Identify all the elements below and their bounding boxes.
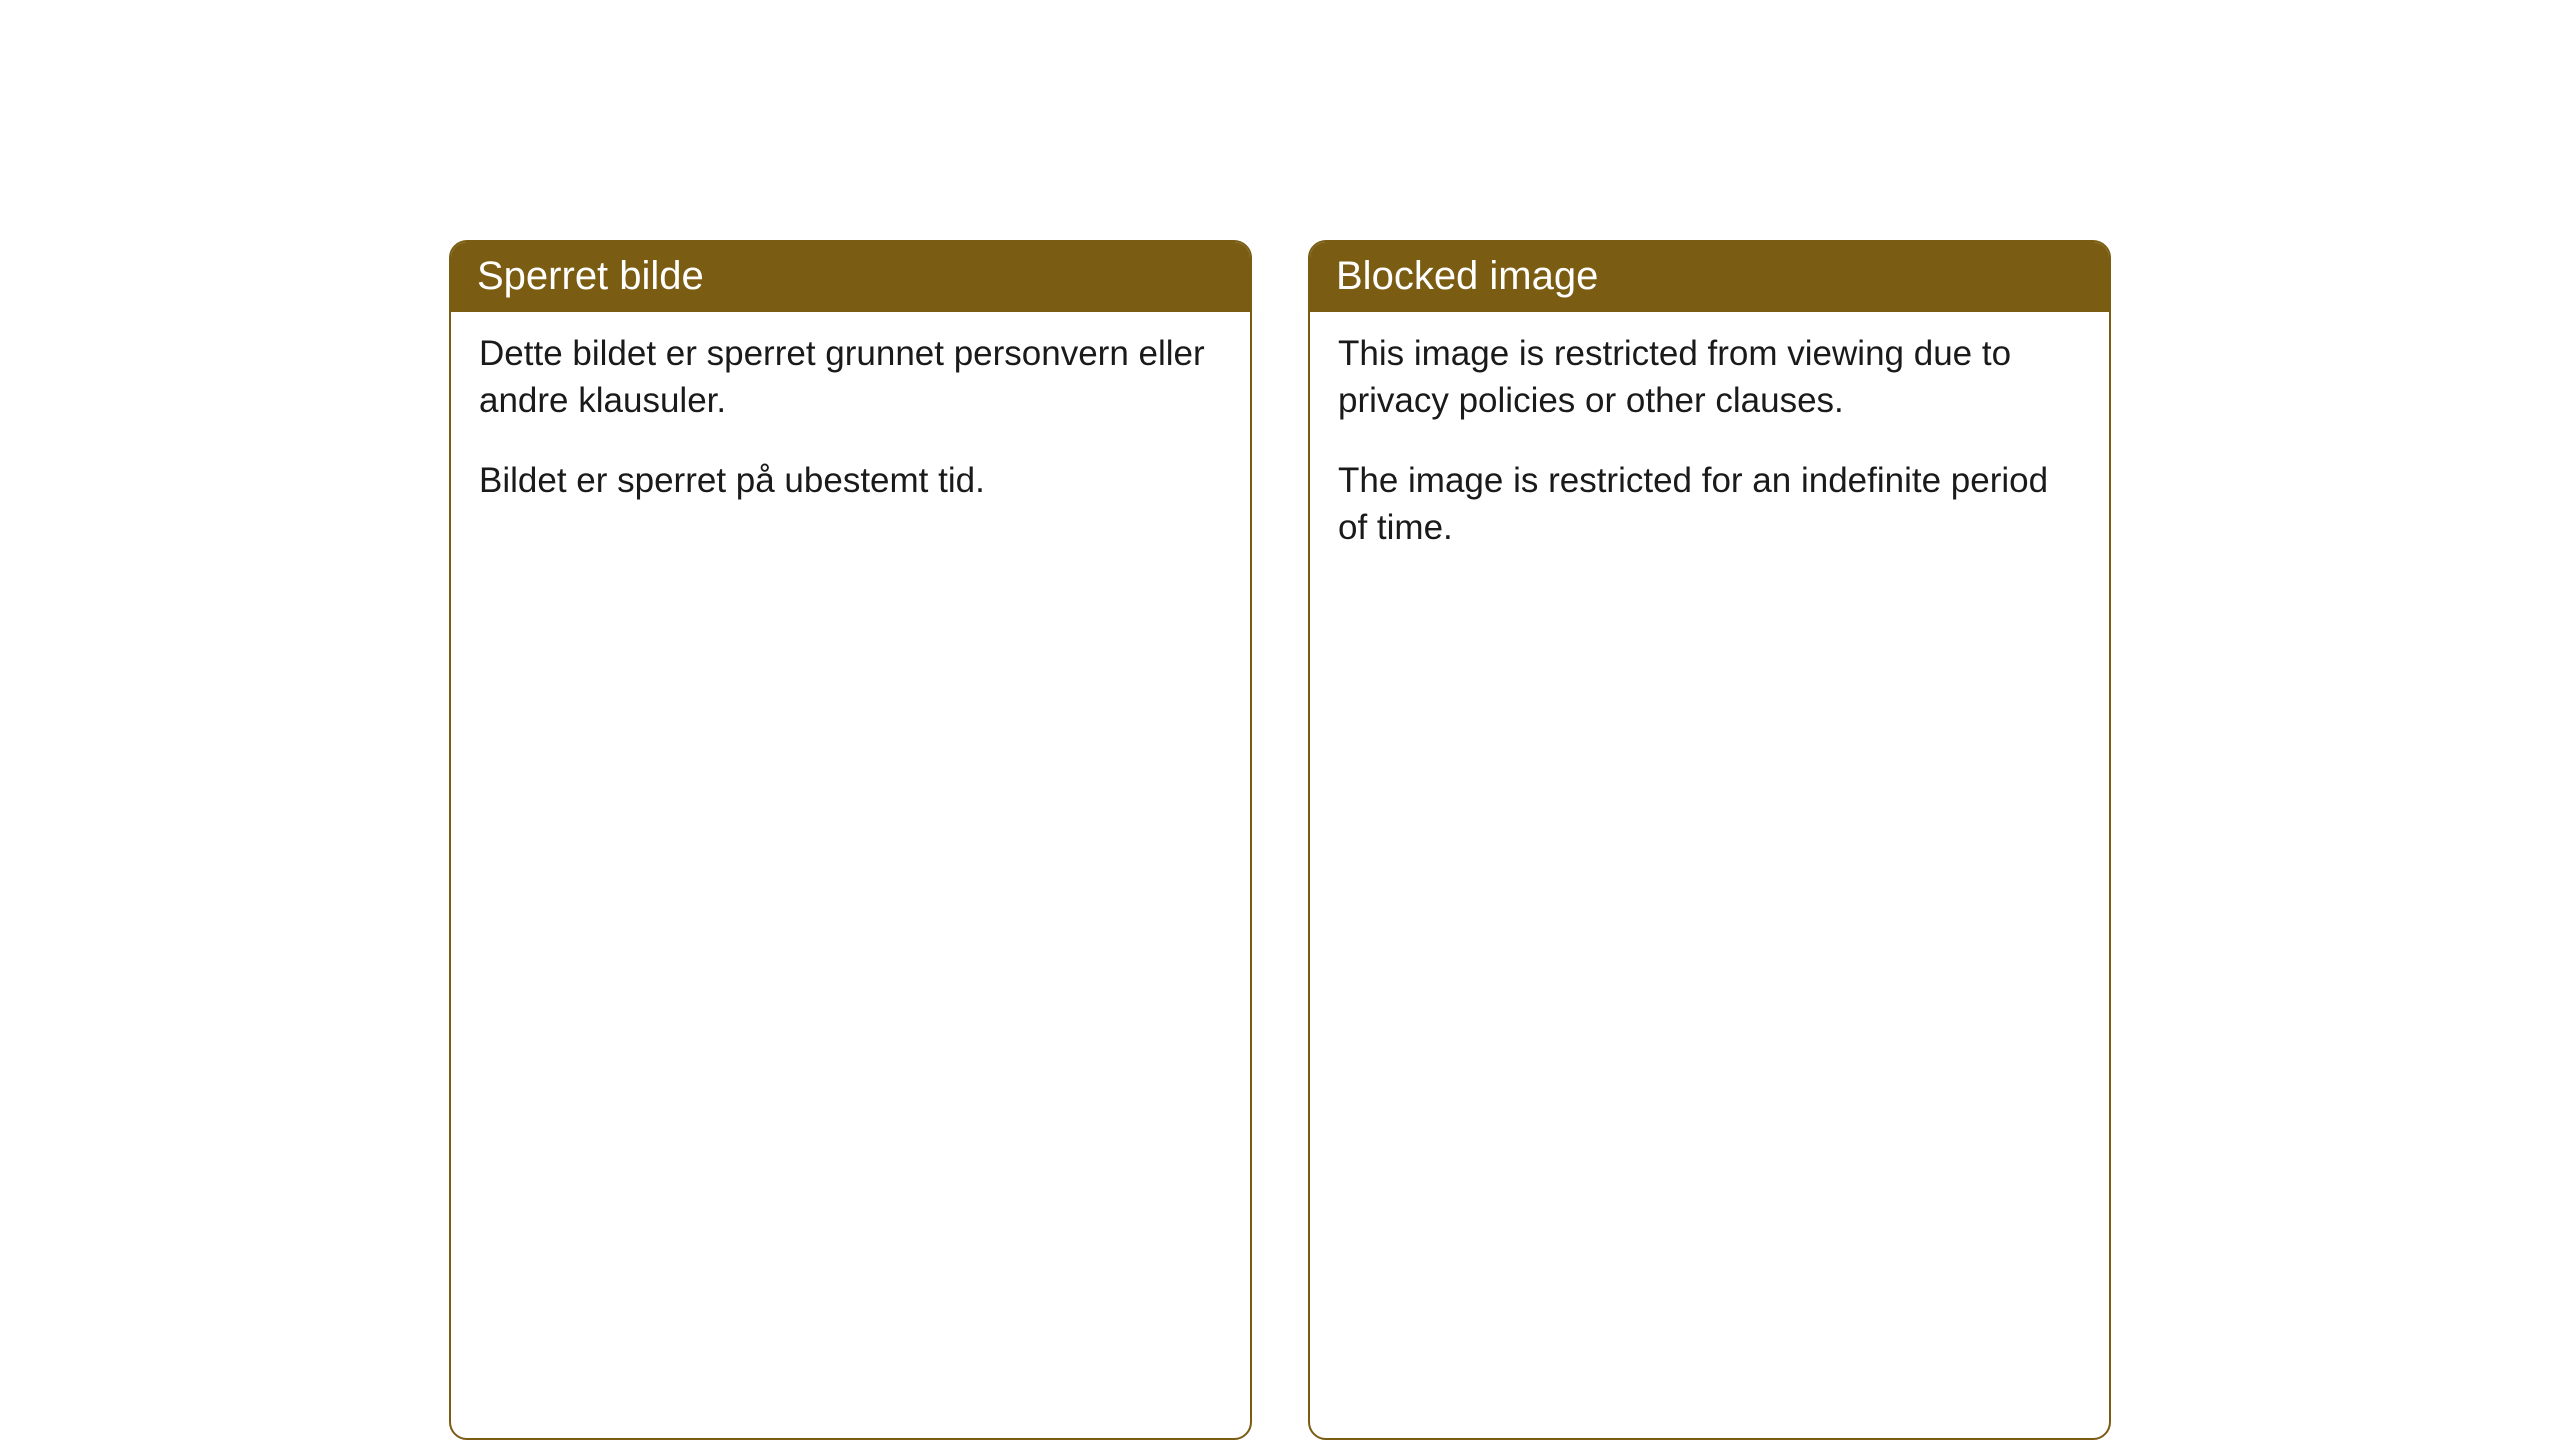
card-paragraph: The image is restricted for an indefinit… bbox=[1338, 457, 2081, 552]
card-title: Blocked image bbox=[1310, 242, 2109, 312]
card-paragraph: This image is restricted from viewing du… bbox=[1338, 330, 2081, 425]
card-paragraph: Bildet er sperret på ubestemt tid. bbox=[479, 457, 1222, 504]
notice-card-norwegian: Sperret bilde Dette bildet er sperret gr… bbox=[449, 240, 1252, 1440]
card-body: Dette bildet er sperret grunnet personve… bbox=[451, 312, 1250, 544]
card-body: This image is restricted from viewing du… bbox=[1310, 312, 2109, 591]
card-paragraph: Dette bildet er sperret grunnet personve… bbox=[479, 330, 1222, 425]
card-title: Sperret bilde bbox=[451, 242, 1250, 312]
notice-card-english: Blocked image This image is restricted f… bbox=[1308, 240, 2111, 1440]
notice-cards-container: Sperret bilde Dette bildet er sperret gr… bbox=[449, 240, 2111, 1440]
